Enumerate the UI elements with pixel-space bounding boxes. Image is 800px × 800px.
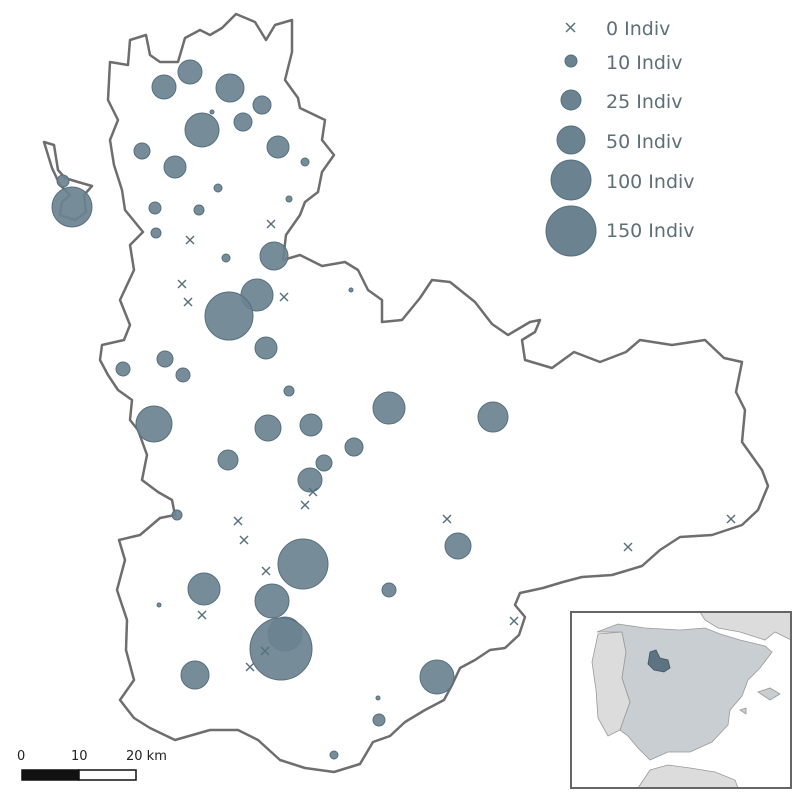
count-circle-47 bbox=[419, 659, 455, 695]
count-circle-21 bbox=[204, 291, 254, 341]
zero-marker-1 bbox=[185, 235, 195, 245]
inset-highlighted-province bbox=[647, 649, 671, 673]
inset-balearic bbox=[757, 687, 781, 701]
inset-locator-map bbox=[570, 611, 792, 789]
zero-marker-10 bbox=[261, 566, 271, 576]
inset-spain bbox=[596, 623, 773, 761]
zero-marker-7 bbox=[233, 516, 243, 526]
count-circle-45 bbox=[249, 617, 313, 681]
count-circle-5 bbox=[252, 95, 272, 115]
scale-label-20: 20 km bbox=[126, 749, 167, 764]
count-circle-32 bbox=[477, 401, 509, 433]
count-circle-10 bbox=[163, 155, 187, 179]
count-circle-26 bbox=[283, 385, 295, 397]
count-circle-24 bbox=[156, 350, 174, 368]
count-circle-40 bbox=[187, 572, 221, 606]
count-circle-41 bbox=[254, 583, 290, 619]
legend-symbol-10 bbox=[564, 54, 578, 68]
zero-marker-12 bbox=[260, 646, 270, 656]
inset-balearic-small bbox=[739, 707, 747, 715]
legend-symbol-150 bbox=[545, 205, 597, 257]
count-circle-46 bbox=[180, 660, 210, 690]
legend-label-150: 150 Indiv bbox=[606, 220, 695, 242]
legend-label-100: 100 Indiv bbox=[606, 171, 695, 193]
count-circle-36 bbox=[297, 467, 323, 493]
count-circle-29 bbox=[254, 414, 282, 442]
zero-marker-0 bbox=[266, 219, 276, 229]
count-circle-28 bbox=[135, 405, 173, 443]
zero-marker-2 bbox=[177, 279, 187, 289]
count-circle-39 bbox=[277, 538, 329, 590]
zero-marker-5 bbox=[308, 487, 318, 497]
province-outline bbox=[98, 12, 770, 774]
zero-marker-9 bbox=[442, 514, 452, 524]
legend-symbol-25 bbox=[560, 89, 582, 111]
count-circle-33 bbox=[344, 437, 364, 457]
scale-label-10: 10 bbox=[71, 749, 88, 764]
zero-marker-3 bbox=[183, 297, 193, 307]
count-circle-49 bbox=[372, 713, 386, 727]
inset-frame bbox=[570, 611, 792, 789]
legend-symbol-0 bbox=[565, 22, 576, 33]
zero-marker-14 bbox=[623, 542, 633, 552]
count-circle-3 bbox=[177, 59, 203, 85]
legend-symbol-50 bbox=[556, 125, 586, 155]
zero-marker-11 bbox=[197, 610, 207, 620]
inset-morocco bbox=[637, 764, 739, 789]
count-circle-27 bbox=[348, 287, 354, 293]
legend-symbol-100 bbox=[550, 159, 592, 201]
zero-marker-4 bbox=[279, 292, 289, 302]
zero-marker-15 bbox=[726, 514, 736, 524]
count-circle-8 bbox=[266, 135, 290, 159]
zero-marker-6 bbox=[300, 500, 310, 510]
scale-label-0: 0 bbox=[17, 749, 25, 764]
count-circle-25 bbox=[175, 367, 191, 383]
count-circle-50 bbox=[329, 750, 339, 760]
count-circle-12 bbox=[193, 204, 205, 216]
count-circle-30 bbox=[299, 413, 323, 437]
count-circle-15 bbox=[209, 109, 215, 115]
zero-count-markers bbox=[177, 219, 736, 672]
zero-marker-16 bbox=[509, 616, 519, 626]
count-circle-6 bbox=[233, 112, 253, 132]
count-circle-18 bbox=[221, 253, 231, 263]
count-circle-43 bbox=[156, 602, 162, 608]
count-circle-17 bbox=[285, 195, 293, 203]
count-circle-9 bbox=[133, 142, 151, 160]
zero-marker-8 bbox=[239, 535, 249, 545]
count-circle-7 bbox=[184, 112, 220, 148]
legend-label-50: 50 Indiv bbox=[606, 131, 682, 153]
count-circle-42 bbox=[381, 582, 397, 598]
zero-marker-13 bbox=[245, 662, 255, 672]
legend-label-10: 10 Indiv bbox=[606, 52, 682, 74]
count-circle-16 bbox=[300, 157, 310, 167]
individual-count-symbols bbox=[51, 59, 509, 760]
count-circle-0 bbox=[51, 186, 93, 228]
count-circle-23 bbox=[115, 361, 131, 377]
count-circle-19 bbox=[259, 241, 289, 271]
legend-label-0: 0 Indiv bbox=[606, 18, 670, 40]
count-circle-13 bbox=[150, 227, 162, 239]
count-circle-35 bbox=[217, 449, 239, 471]
count-circle-37 bbox=[171, 509, 183, 521]
scale-bar: 0 10 20 km bbox=[17, 749, 167, 781]
count-circle-22 bbox=[254, 336, 278, 360]
count-circle-31 bbox=[372, 391, 406, 425]
legend: 0 Indiv 10 Indiv 25 Indiv 50 Indiv 100 I… bbox=[545, 18, 695, 257]
count-circle-14 bbox=[213, 183, 223, 193]
legend-label-25: 25 Indiv bbox=[606, 91, 682, 113]
count-circle-34 bbox=[315, 454, 333, 472]
count-circle-48 bbox=[375, 695, 381, 701]
count-circle-2 bbox=[151, 74, 177, 100]
count-circle-11 bbox=[148, 201, 162, 215]
count-circle-4 bbox=[215, 73, 245, 103]
count-circle-38 bbox=[444, 532, 472, 560]
count-circle-1 bbox=[56, 174, 70, 188]
